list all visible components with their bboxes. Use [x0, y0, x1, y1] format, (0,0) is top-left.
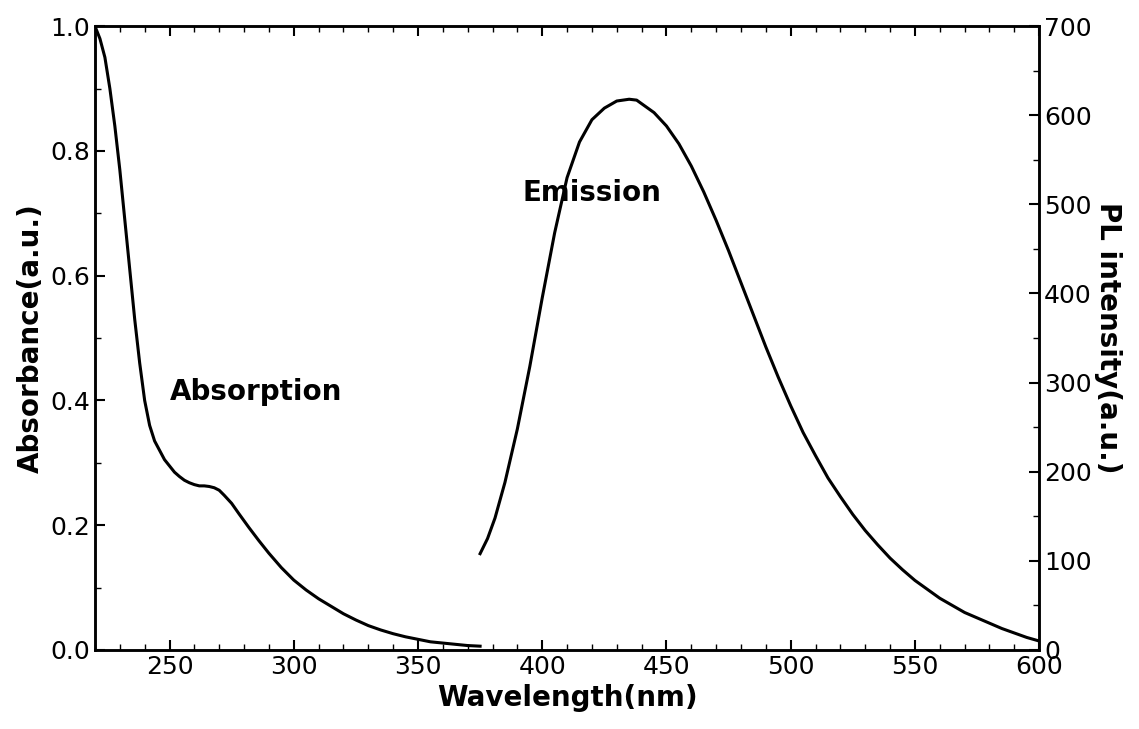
Y-axis label: PL intensity(a.u.): PL intensity(a.u.) [1095, 202, 1122, 474]
Text: Emission: Emission [523, 179, 662, 207]
Text: Absorption: Absorption [170, 378, 343, 406]
X-axis label: Wavelength(nm): Wavelength(nm) [436, 685, 697, 712]
Y-axis label: Absorbance(a.u.): Absorbance(a.u.) [17, 203, 44, 473]
